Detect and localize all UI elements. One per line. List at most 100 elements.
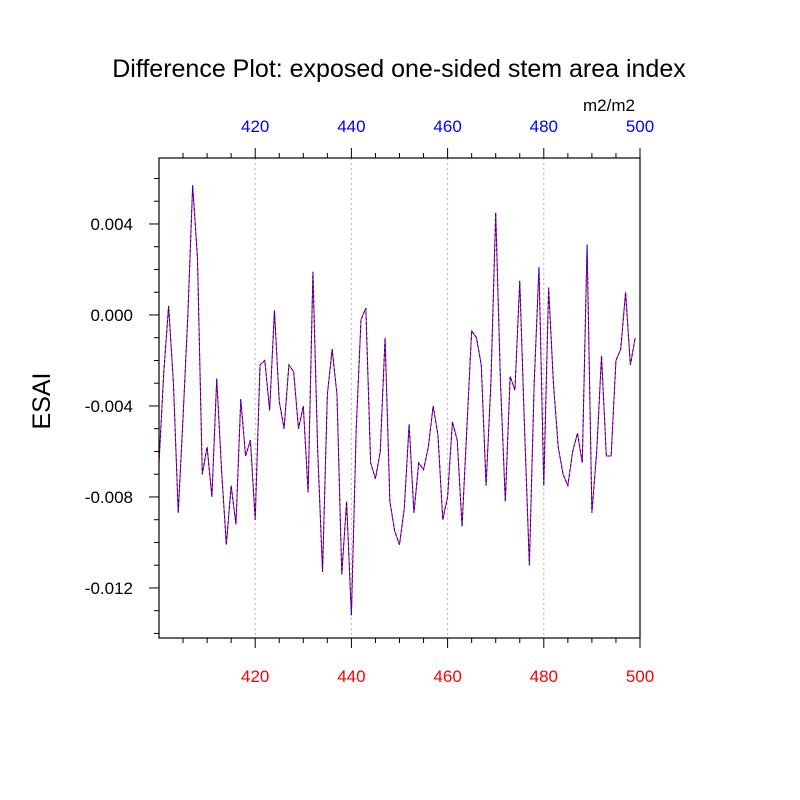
data-point (360, 319, 361, 320)
tick-labels: 420 420 440 440 460 460 480 480 500 500 0.004 0.000… (85, 117, 654, 686)
data-point (466, 428, 467, 429)
data-point (235, 524, 236, 525)
data-point (437, 435, 438, 436)
series-line-case1 (158, 185, 636, 616)
data-point (187, 314, 188, 315)
data-point (471, 330, 472, 331)
data-point (601, 355, 602, 356)
data-point (168, 305, 169, 306)
x-tick-label-top: 480 (530, 117, 558, 136)
data-point (216, 378, 217, 379)
data-point (409, 424, 410, 425)
data-point (635, 337, 636, 338)
data-point (192, 185, 193, 186)
data-point (596, 451, 597, 452)
data-point (226, 544, 227, 545)
x-tick-label-bottom: 440 (337, 667, 365, 686)
data-point (375, 478, 376, 479)
data-point (365, 308, 366, 309)
data-point (538, 267, 539, 268)
data-point (485, 485, 486, 486)
data-point (534, 383, 535, 384)
data-point (384, 337, 385, 338)
x-tick-label-bottom: 420 (241, 667, 269, 686)
data-point (197, 257, 198, 258)
series-line-case2 (158, 185, 636, 616)
data-point (615, 360, 616, 361)
data-point (279, 401, 280, 402)
data-point (461, 526, 462, 527)
data-point (524, 428, 525, 429)
data-point (553, 383, 554, 384)
data-point (259, 364, 260, 365)
data-point (447, 496, 448, 497)
axis-ticks (149, 148, 641, 648)
data-point (495, 212, 496, 213)
data-point (519, 280, 520, 281)
gridlines (254, 158, 545, 638)
data-point (457, 439, 458, 440)
x-tick-label-bottom: 480 (530, 667, 558, 686)
data-point (548, 287, 549, 288)
data-point (514, 389, 515, 390)
data-point (221, 469, 222, 470)
data-point (332, 348, 333, 349)
data-point (182, 417, 183, 418)
data-point (452, 421, 453, 422)
data-point (433, 405, 434, 406)
data-point (283, 428, 284, 429)
data-point (423, 469, 424, 470)
data-point (308, 492, 309, 493)
data-point (207, 446, 208, 447)
data-point (567, 485, 568, 486)
data-point (442, 519, 443, 520)
x-tick-label-top: 440 (337, 117, 365, 136)
data-point (293, 371, 294, 372)
data-point (389, 501, 390, 502)
data-point (163, 371, 164, 372)
data-point (380, 451, 381, 452)
data-point (231, 485, 232, 486)
y-tick-label: -0.008 (85, 488, 133, 507)
units-label: m2/m2 (583, 96, 635, 115)
data-point (394, 530, 395, 531)
x-tick-label-bottom: 460 (433, 667, 461, 686)
data-point (625, 292, 626, 293)
data-point (250, 439, 251, 440)
data-point (404, 508, 405, 509)
data-point (476, 337, 477, 338)
y-tick-label: 0.000 (90, 306, 133, 325)
y-tick-label: 0.004 (90, 215, 133, 234)
y-tick-label: -0.012 (85, 579, 133, 598)
data-point (322, 571, 323, 572)
data-point (591, 512, 592, 513)
data-point (500, 383, 501, 384)
data-point (202, 474, 203, 475)
data-point (399, 544, 400, 545)
data-point (356, 428, 357, 429)
data-point (413, 512, 414, 513)
data-point (586, 244, 587, 245)
data-point (630, 364, 631, 365)
y-tick-label: -0.004 (85, 397, 133, 416)
data-point (529, 565, 530, 566)
data-point (510, 376, 511, 377)
data-point (346, 501, 347, 502)
data-point (327, 394, 328, 395)
data-point (303, 405, 304, 406)
data-point (490, 383, 491, 384)
plot-frame (158, 157, 641, 639)
data-point (418, 462, 419, 463)
data-point (173, 383, 174, 384)
series-lines (158, 185, 636, 616)
data-point (505, 501, 506, 502)
y-axis-label: ESAI (28, 373, 56, 430)
data-point (572, 451, 573, 452)
data-point (240, 399, 241, 400)
x-tick-label-top: 420 (241, 117, 269, 136)
data-point (269, 410, 270, 411)
data-point (611, 455, 612, 456)
data-point (178, 512, 179, 513)
data-point (288, 364, 289, 365)
data-point (336, 394, 337, 395)
